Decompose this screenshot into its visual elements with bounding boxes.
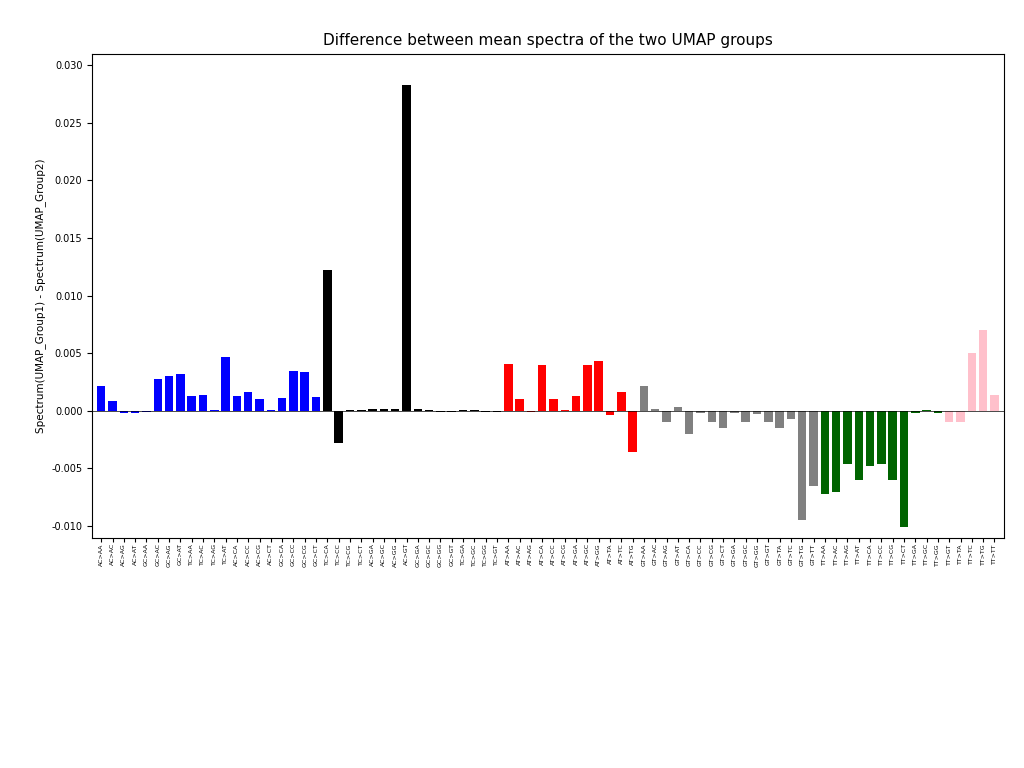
Bar [526,411,536,412]
Bar [165,376,173,411]
Bar [990,395,998,411]
Bar [719,411,727,429]
Bar [651,409,659,411]
Bar [380,409,388,411]
Bar [414,409,422,411]
Bar [97,386,105,411]
Bar [741,411,750,422]
Bar [300,372,309,411]
Bar [493,411,501,412]
Bar [843,411,852,464]
Bar [221,357,229,411]
Bar [470,410,478,411]
Bar [696,411,705,413]
Bar [831,411,841,492]
Bar [278,399,287,411]
Bar [120,411,128,413]
Bar [775,411,784,429]
Bar [199,395,207,411]
Bar [663,411,671,422]
Bar [402,85,411,411]
Bar [346,410,354,411]
Bar [391,409,399,411]
Bar [244,392,253,411]
Bar [311,397,321,411]
Bar [786,411,796,419]
Bar [674,408,682,411]
Bar [538,365,547,411]
Bar [911,411,920,413]
Bar [357,410,366,411]
Bar [459,410,467,411]
Bar [436,411,444,412]
Bar [809,411,818,486]
Bar [369,409,377,411]
Bar [232,396,241,411]
Bar [606,411,614,415]
Bar [571,396,581,411]
Bar [798,411,807,521]
Bar [708,411,716,422]
Bar [481,411,489,412]
Bar [255,399,264,411]
Title: Difference between mean spectra of the two UMAP groups: Difference between mean spectra of the t… [323,34,773,48]
Bar [730,411,738,413]
Y-axis label: Spectrum(UMAP_Group1) - Spectrum(UMAP_Group2): Spectrum(UMAP_Group1) - Spectrum(UMAP_Gr… [35,158,46,433]
Bar [447,411,456,412]
Bar [764,411,772,422]
Bar [176,374,184,411]
Bar [629,411,637,452]
Bar [979,330,987,411]
Bar [934,411,942,413]
Bar [154,379,162,411]
Bar [595,362,603,411]
Bar [900,411,908,528]
Bar [131,411,139,413]
Bar [617,392,626,411]
Bar [753,411,761,415]
Bar [855,411,863,480]
Bar [878,411,886,464]
Bar [866,411,874,466]
Bar [504,364,512,411]
Bar [515,399,524,411]
Bar [142,411,151,412]
Bar [584,365,592,411]
Bar [266,410,275,411]
Bar [109,401,117,411]
Bar [210,410,218,411]
Bar [425,410,433,411]
Bar [968,353,976,411]
Bar [889,411,897,480]
Bar [560,410,569,411]
Bar [549,399,558,411]
Bar [289,371,298,411]
Bar [640,386,648,411]
Bar [685,411,693,434]
Bar [335,411,343,443]
Bar [324,270,332,411]
Bar [923,410,931,411]
Bar [956,411,965,422]
Bar [945,411,953,422]
Bar [820,411,829,494]
Bar [187,396,196,411]
